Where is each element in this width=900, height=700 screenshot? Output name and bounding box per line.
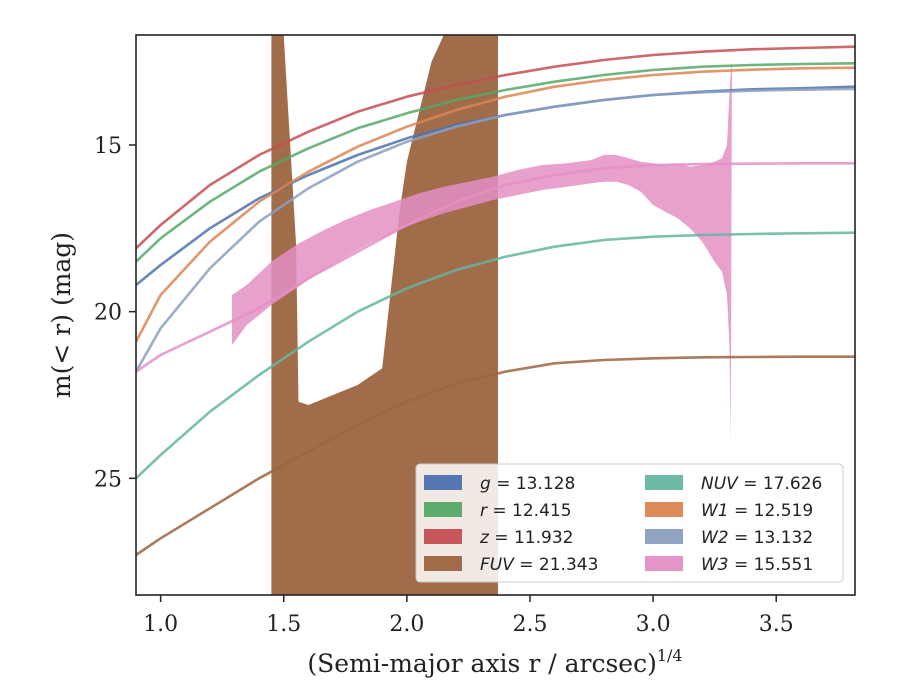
x-tick-label: 2.5 (512, 612, 547, 637)
legend-label-value: = 12.415 (487, 501, 572, 521)
legend-label: r = 12.415 (480, 501, 572, 521)
y-tick-label: 20 (94, 301, 122, 326)
legend-label-symbol: FUV (480, 555, 515, 575)
x-axis-title-superscript: 1/4 (657, 646, 683, 665)
line-nuv (136, 231, 855, 480)
x-tick-label: 1.0 (143, 612, 178, 637)
legend-label: W1 = 12.519 (701, 501, 813, 521)
legend-label-symbol: W1 (701, 501, 729, 521)
legend-swatch (645, 529, 683, 544)
legend-swatch (645, 475, 683, 490)
x-axis-title: (Semi-major axis r / arcsec)1/4 (307, 646, 682, 678)
legend-label: g = 13.128 (480, 474, 575, 494)
line-w1 (136, 66, 855, 343)
legend-swatch (424, 556, 462, 571)
legend-label-value: = 12.519 (729, 501, 814, 521)
legend-swatch (424, 502, 462, 517)
legend-label: NUV = 17.626 (701, 474, 822, 494)
legend-label: z = 11.932 (479, 528, 573, 548)
x-tick-label: 1.5 (266, 612, 301, 637)
y-axis-title: m(< r) (mag) (47, 232, 76, 398)
legend-label-value: = 13.128 (491, 474, 576, 494)
line-r (136, 62, 855, 263)
x-tick-label: 2.0 (389, 612, 424, 637)
y-tick-label: 15 (94, 134, 122, 159)
plot-frame (135, 34, 856, 596)
legend-label: W2 = 13.132 (701, 528, 813, 548)
legend-label-symbol: z (479, 528, 490, 548)
line-w3 (136, 162, 855, 373)
legend-swatch (424, 475, 462, 490)
line-w2 (136, 87, 855, 373)
line-z (136, 45, 855, 250)
x-axis-title-main: (Semi-major axis r / arcsec) (307, 649, 656, 678)
legend-label-value: = 15.551 (729, 555, 814, 575)
error-bands (232, 35, 732, 595)
legend-label-value: = 21.343 (514, 555, 599, 575)
legend-box (415, 463, 844, 583)
legend-label-symbol: g (480, 474, 491, 494)
legend-label-symbol: r (480, 501, 488, 521)
legend-label-value: = 17.626 (738, 474, 823, 494)
legend-swatch (645, 502, 683, 517)
legend-swatch (424, 529, 462, 544)
x-tick-label: 3.5 (759, 612, 794, 637)
curve-lines (136, 45, 855, 557)
legend-label-symbol: W3 (701, 555, 729, 575)
legend-label-value: = 11.932 (489, 528, 574, 548)
band-fuv (271, 35, 498, 595)
legend-label-value: = 13.132 (729, 528, 814, 548)
x-axis-ticks: 1.0 1.5 2.0 2.5 3.0 3.5 (143, 595, 794, 637)
legend-swatch (645, 556, 683, 571)
y-axis-ticks: 15 20 25 (94, 134, 136, 492)
band-w3 (232, 61, 732, 442)
line-fuv (136, 355, 855, 557)
legend-label: W3 = 15.551 (701, 555, 813, 575)
legend-label-symbol: W2 (701, 528, 729, 548)
y-tick-label: 25 (94, 467, 122, 492)
x-tick-label: 3.0 (636, 612, 671, 637)
legend-label: FUV = 21.343 (480, 555, 598, 575)
legend-label-symbol: NUV (701, 474, 739, 494)
